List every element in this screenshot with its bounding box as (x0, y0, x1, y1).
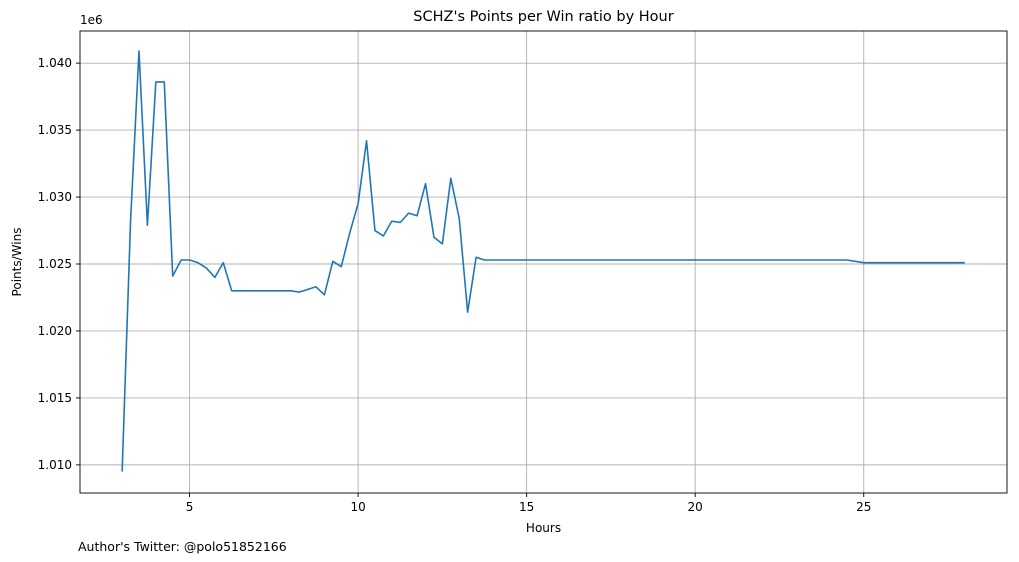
y-tick-label: 1.025 (38, 257, 72, 271)
x-tick-label: 5 (186, 500, 194, 514)
series-layer (121, 50, 965, 472)
y-tick-label: 1.010 (38, 458, 72, 472)
chart-title: SCHZ's Points per Win ratio by Hour (413, 9, 673, 25)
y-axis-offset-label: 1e6 (80, 13, 103, 27)
x-tick-label: 20 (688, 500, 703, 514)
plot-frame (79, 30, 1008, 494)
y-tick-label: 1.015 (38, 391, 72, 405)
axis-ticks: 5 10 15 20 25 1.010 1.015 1.020 1.025 1.030 1.035 1… (38, 56, 872, 514)
x-tick-label: 25 (856, 500, 871, 514)
y-tick-label: 1.030 (38, 190, 72, 204)
x-tick-label: 10 (350, 500, 365, 514)
y-tick-label: 1.040 (38, 56, 72, 70)
series-line (121, 50, 965, 472)
x-tick-label: 15 (519, 500, 534, 514)
author-credit: Author's Twitter: @polo51852166 (78, 539, 287, 554)
y-tick-label: 1.020 (38, 324, 72, 338)
y-axis-label: Points/Wins (10, 228, 24, 297)
y-tick-label: 1.035 (38, 123, 72, 137)
x-axis-label: Hours (526, 521, 561, 535)
